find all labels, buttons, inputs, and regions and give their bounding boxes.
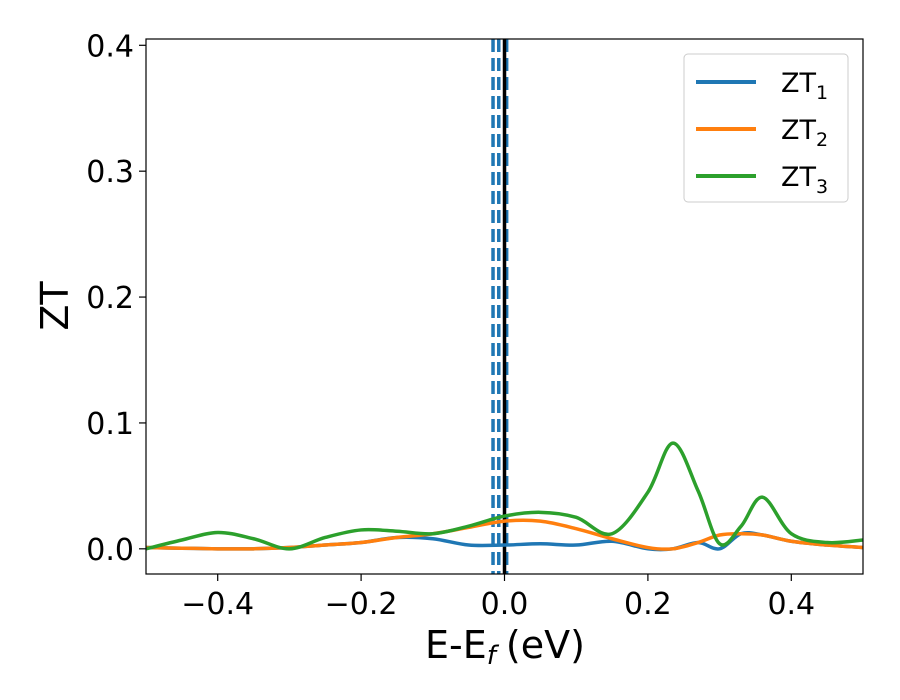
legend-label-main: ZT <box>781 68 816 99</box>
x-tick-label: 0.4 <box>767 587 815 622</box>
legend-label-subscript: 3 <box>816 176 828 198</box>
legend-label-subscript: 1 <box>816 82 828 104</box>
series-group <box>146 441 863 552</box>
y-tick-label: 0.0 <box>86 533 134 568</box>
y-axis: 0.0 0.1 0.2 0.3 0.4 <box>86 29 146 568</box>
legend-label-zt1: ZT1 <box>781 68 828 104</box>
series-line-zt3 <box>146 441 863 551</box>
vertical-lines <box>491 39 509 574</box>
x-axis: −0.4 −0.2 0.0 0.2 0.4 <box>181 574 815 622</box>
legend-label-main: ZT <box>781 115 816 146</box>
y-axis-label: ZT <box>33 281 77 331</box>
y-tick-label: 0.3 <box>86 155 134 190</box>
x-tick-label: −0.2 <box>325 587 398 622</box>
legend-label-zt3: ZT3 <box>781 162 828 198</box>
x-tick-label: 0.0 <box>481 587 529 622</box>
x-axis-label-main: E-E <box>425 623 487 667</box>
y-tick-label: 0.1 <box>86 407 134 442</box>
y-tick-label: 0.4 <box>86 29 134 64</box>
x-axis-label-unit: (eV) <box>506 623 585 667</box>
x-tick-label: −0.4 <box>181 587 254 622</box>
x-axis-label-subscript: f <box>487 641 500 671</box>
legend-label-main: ZT <box>781 162 816 193</box>
legend-label-subscript: 2 <box>816 129 828 151</box>
x-axis-label: E-Ef (eV) <box>425 623 585 671</box>
legend-frame <box>683 53 849 203</box>
legend-label-zt2: ZT2 <box>781 115 828 151</box>
x-tick-label: 0.2 <box>624 587 672 622</box>
y-tick-label: 0.2 <box>86 281 134 316</box>
